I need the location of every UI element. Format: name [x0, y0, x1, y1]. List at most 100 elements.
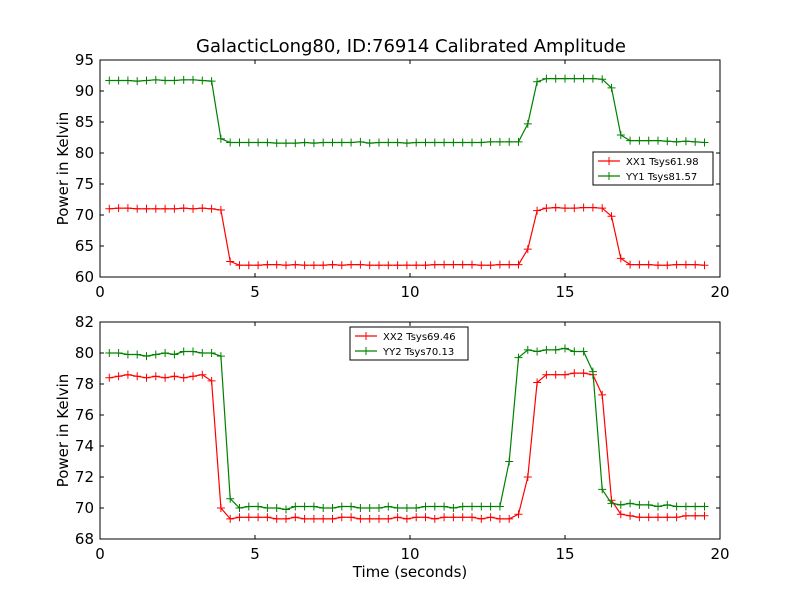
data-point — [198, 370, 207, 379]
data-point — [430, 514, 439, 523]
data-point — [114, 349, 123, 357]
data-point — [291, 513, 300, 522]
data-point — [161, 204, 170, 213]
y-tick-label: 60 — [75, 268, 94, 286]
data-point — [514, 260, 523, 269]
data-point — [691, 260, 700, 269]
data-point — [635, 136, 644, 145]
data-point — [654, 136, 662, 145]
data-point — [412, 504, 421, 512]
data-point — [244, 138, 253, 147]
data-point — [486, 261, 495, 270]
data-point — [542, 74, 551, 83]
data-point — [570, 74, 579, 83]
legend-label: XX1 Tsys61.98 — [626, 157, 699, 168]
data-point — [440, 260, 449, 269]
data-point — [263, 513, 272, 522]
y-axis-label: Power in Kelvin — [54, 112, 72, 226]
data-point — [235, 504, 244, 512]
data-point — [551, 370, 560, 379]
data-point — [105, 349, 114, 357]
data-point — [393, 261, 402, 270]
data-point — [616, 510, 625, 519]
data-point — [449, 504, 458, 512]
data-point — [291, 260, 300, 269]
data-point — [254, 138, 263, 147]
data-point — [579, 347, 588, 356]
data-point — [635, 260, 644, 269]
data-point — [672, 260, 681, 269]
x-tick-label: 5 — [250, 545, 260, 563]
data-point — [161, 76, 170, 85]
data-point — [179, 75, 188, 84]
data-point — [244, 261, 253, 270]
data-point — [142, 76, 151, 85]
data-point — [644, 136, 653, 145]
data-point — [356, 260, 365, 269]
data-point — [226, 514, 235, 523]
legend-label: XX2 Tsys69.46 — [383, 332, 456, 343]
data-point — [430, 502, 439, 511]
data-point — [412, 261, 421, 270]
data-point — [347, 138, 356, 147]
data-point — [626, 499, 635, 508]
data-point — [570, 204, 579, 213]
x-tick-label: 0 — [95, 545, 105, 563]
data-point — [151, 350, 160, 359]
data-point — [616, 254, 625, 263]
data-point — [430, 260, 439, 269]
data-point — [514, 510, 523, 519]
data-point — [505, 514, 514, 523]
data-point — [151, 204, 160, 213]
data-point — [607, 499, 616, 508]
data-point — [300, 261, 309, 270]
series-line — [109, 347, 705, 511]
data-point — [598, 485, 607, 494]
data-point — [421, 138, 430, 147]
data-point — [393, 138, 402, 147]
data-point — [291, 139, 300, 148]
data-point — [663, 261, 672, 270]
data-point — [523, 345, 532, 354]
data-point — [700, 261, 709, 270]
data-point — [337, 138, 346, 147]
data-point — [170, 76, 179, 85]
data-point — [179, 204, 188, 213]
data-point — [681, 511, 690, 520]
data-point — [468, 502, 476, 511]
data-point — [523, 473, 532, 481]
data-point — [579, 74, 588, 83]
data-point — [198, 76, 207, 85]
data-point — [477, 261, 486, 270]
data-point — [254, 513, 263, 522]
data-point — [495, 137, 504, 146]
data-point — [151, 372, 160, 381]
data-point — [319, 261, 328, 270]
data-point — [672, 502, 681, 511]
data-point — [328, 514, 337, 523]
data-point — [561, 344, 569, 353]
data-point — [123, 76, 132, 85]
data-point — [663, 137, 672, 146]
data-point — [700, 138, 709, 147]
data-point — [468, 260, 476, 269]
data-point — [356, 137, 365, 146]
data-point — [189, 372, 197, 381]
data-point — [551, 203, 560, 212]
data-point — [691, 137, 700, 146]
data-point — [495, 502, 504, 511]
data-point — [384, 138, 393, 147]
data-point — [449, 513, 458, 522]
bottom-panel: 0 5 10 15 20 68 70 72 74 76 78 80 82 Power in Kelvin X… — [54, 313, 730, 563]
data-point — [402, 504, 411, 512]
data-point — [114, 372, 123, 381]
legend-label: YY1 Tsys81.57 — [625, 172, 697, 183]
data-point — [412, 513, 421, 522]
y-tick-label: 95 — [75, 51, 94, 69]
data-point — [654, 502, 662, 511]
data-point — [133, 372, 142, 381]
data-point — [291, 502, 300, 511]
data-point — [570, 347, 579, 356]
data-point — [365, 514, 374, 523]
y-tick-label: 70 — [75, 499, 94, 517]
